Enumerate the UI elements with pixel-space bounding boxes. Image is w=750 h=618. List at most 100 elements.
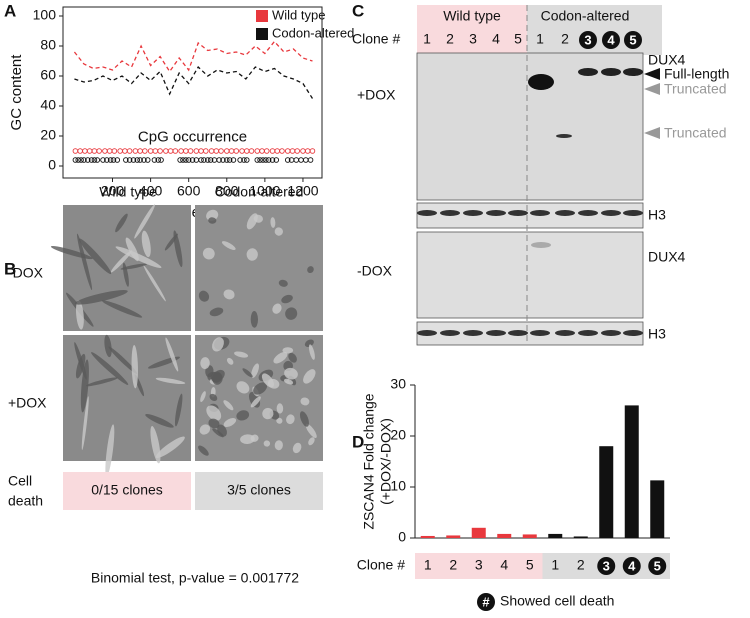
cell bbox=[283, 378, 294, 385]
cpg-marker bbox=[172, 148, 179, 154]
cpg-marker bbox=[298, 157, 304, 163]
bar bbox=[573, 536, 588, 538]
cell bbox=[206, 209, 219, 221]
cpg-marker bbox=[230, 157, 237, 163]
circle-marker bbox=[648, 557, 667, 575]
annotation: CpG occurrence bbox=[138, 128, 247, 145]
cpg-marker bbox=[213, 148, 220, 154]
band bbox=[531, 242, 551, 248]
cell bbox=[226, 357, 234, 365]
cpg-marker bbox=[107, 157, 114, 163]
cell bbox=[50, 246, 93, 260]
cpg-marker bbox=[126, 148, 133, 154]
x-tick-label: 800 bbox=[215, 183, 239, 199]
cpg-marker bbox=[82, 148, 88, 154]
band bbox=[417, 330, 437, 336]
x-tick-label: 1200 bbox=[287, 183, 318, 199]
cell bbox=[262, 407, 274, 420]
cell bbox=[200, 391, 206, 402]
bar bbox=[497, 533, 512, 538]
cell bbox=[199, 424, 211, 435]
legend-swatch bbox=[256, 28, 268, 40]
lane-label: 2 bbox=[446, 31, 454, 47]
band bbox=[440, 210, 460, 216]
blot-label: H3 bbox=[648, 207, 666, 223]
cell bbox=[278, 279, 288, 287]
blot-label: Full-length bbox=[664, 66, 729, 82]
cpg-marker bbox=[269, 148, 276, 154]
cpg-marker bbox=[110, 157, 117, 163]
clone-label: Clone # bbox=[352, 31, 400, 47]
group-band bbox=[415, 553, 543, 579]
plot-frame bbox=[62, 6, 323, 179]
cell bbox=[286, 414, 295, 425]
band bbox=[530, 210, 550, 216]
arrow bbox=[644, 68, 660, 80]
cell bbox=[131, 344, 138, 389]
line-series bbox=[74, 65, 314, 99]
y-axis-label: ZSCAN4 Fold change bbox=[361, 393, 377, 529]
death-label: Cell bbox=[8, 473, 32, 489]
cpg-marker bbox=[226, 157, 233, 163]
cell bbox=[75, 353, 86, 379]
cpg-marker bbox=[117, 148, 123, 154]
band bbox=[530, 330, 550, 336]
cpg-marker bbox=[151, 157, 158, 163]
result: 0/15 clones bbox=[91, 482, 163, 498]
cpg-marker bbox=[157, 148, 163, 154]
cell bbox=[105, 424, 115, 477]
cpg-marker bbox=[257, 157, 263, 163]
cpg-marker bbox=[178, 148, 184, 154]
cpg-marker bbox=[241, 157, 247, 163]
cpg-marker bbox=[167, 148, 174, 154]
cpg-marker bbox=[203, 148, 209, 154]
cell bbox=[253, 382, 268, 395]
blot-label: DUX4 bbox=[648, 249, 686, 265]
bar bbox=[471, 527, 486, 538]
cpg-marker bbox=[177, 157, 183, 163]
bar bbox=[548, 533, 563, 538]
bar bbox=[420, 535, 435, 538]
cell bbox=[165, 337, 179, 372]
cpg-marker bbox=[228, 148, 235, 154]
cell bbox=[155, 377, 186, 385]
cpg-marker bbox=[72, 148, 79, 154]
cpg-marker bbox=[254, 157, 260, 163]
cell bbox=[285, 307, 298, 320]
cell bbox=[202, 247, 215, 260]
cpg-marker bbox=[260, 157, 266, 163]
circle-marker bbox=[477, 593, 495, 611]
lane-label: 4 bbox=[492, 31, 500, 47]
cpg-marker bbox=[111, 148, 118, 154]
circle-marker bbox=[597, 557, 616, 575]
cell bbox=[284, 367, 298, 380]
cpg-marker bbox=[180, 157, 186, 163]
cpg-marker bbox=[239, 148, 245, 154]
cpg-marker bbox=[244, 157, 250, 163]
cpg-marker bbox=[216, 157, 222, 163]
cpg-marker bbox=[141, 157, 147, 163]
x-axis-label: Clone # bbox=[357, 557, 405, 573]
cell bbox=[276, 417, 283, 424]
row-label: +DOX bbox=[8, 395, 47, 411]
cpg-marker bbox=[106, 148, 113, 154]
cpg-marker bbox=[134, 157, 141, 163]
cpg-marker bbox=[86, 148, 93, 154]
group-band bbox=[417, 5, 527, 55]
cell bbox=[209, 307, 224, 317]
cpg-marker bbox=[183, 157, 189, 163]
cell bbox=[120, 263, 148, 270]
band bbox=[601, 68, 621, 76]
cell bbox=[299, 411, 309, 427]
legend-swatch bbox=[256, 10, 268, 22]
cell bbox=[304, 339, 314, 347]
band bbox=[555, 330, 575, 336]
cell bbox=[276, 403, 284, 414]
cell bbox=[104, 334, 112, 358]
blot-label: DUX4 bbox=[648, 52, 686, 68]
cell bbox=[270, 217, 276, 228]
cpg-marker bbox=[237, 157, 243, 163]
cpg-marker bbox=[183, 148, 189, 154]
x-tick-label: 5 bbox=[526, 557, 534, 573]
lane-label: 5 bbox=[629, 32, 636, 47]
